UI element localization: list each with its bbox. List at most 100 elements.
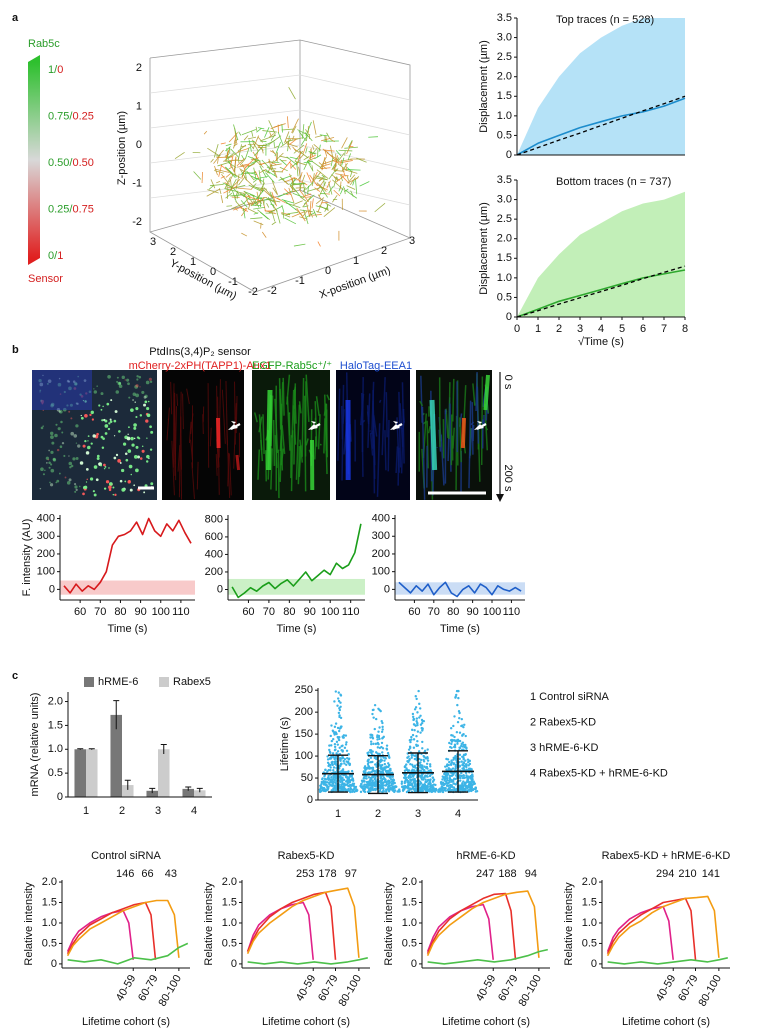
dot — [448, 786, 452, 790]
vesicle — [52, 458, 57, 462]
dot — [460, 772, 463, 775]
track — [241, 129, 257, 136]
track — [315, 205, 329, 210]
vesicle — [92, 490, 96, 493]
dot — [411, 768, 414, 771]
dot — [431, 784, 434, 787]
dot — [469, 777, 472, 780]
dot — [421, 783, 424, 787]
vesicle — [85, 451, 90, 455]
dot — [445, 782, 449, 785]
track — [217, 158, 219, 164]
track — [320, 163, 331, 168]
dot — [455, 693, 458, 697]
dot — [450, 788, 454, 792]
dot — [413, 723, 416, 726]
track — [240, 207, 249, 212]
vesicle — [79, 393, 82, 396]
track — [313, 143, 322, 151]
vesicle — [134, 385, 139, 389]
vesicle — [107, 427, 111, 431]
dot — [413, 783, 417, 787]
x-tick-label: 40-59 — [654, 973, 678, 1003]
trace-line — [67, 942, 189, 965]
vesicle — [75, 402, 78, 405]
dot — [323, 780, 326, 783]
track — [271, 180, 279, 195]
y-tick-label: 200 — [37, 548, 55, 560]
colorbar-tick-label: 0.50/0.50 — [48, 157, 94, 169]
track — [333, 176, 338, 181]
x-tick-label: 3 — [155, 805, 161, 817]
track — [347, 153, 352, 161]
track — [253, 135, 259, 149]
dot — [451, 767, 455, 770]
dot — [337, 699, 341, 703]
y-tick-label: 0 — [307, 794, 313, 806]
dot — [464, 783, 467, 786]
dot — [382, 735, 385, 739]
rab5c-fraction: 0 — [48, 250, 54, 262]
dot — [410, 756, 413, 759]
dot — [411, 765, 415, 768]
dot — [431, 776, 435, 779]
track — [250, 217, 263, 220]
dot — [424, 789, 427, 792]
y-axis-label: Relative intensity — [203, 882, 215, 966]
track — [284, 131, 290, 143]
vesicle — [73, 381, 78, 386]
track — [337, 163, 348, 171]
dot — [367, 771, 371, 775]
vesicle — [104, 432, 108, 435]
dot — [337, 729, 341, 733]
kymo-streak — [384, 430, 387, 471]
dot — [412, 746, 416, 749]
dot — [419, 758, 423, 762]
track — [335, 173, 349, 177]
kymo-streak — [468, 400, 472, 489]
vesicle — [72, 380, 76, 383]
vesicle — [124, 480, 127, 483]
dot — [460, 717, 464, 721]
track — [292, 192, 305, 198]
dot — [373, 703, 377, 707]
arrow-head — [390, 421, 400, 430]
cohort-count: 97 — [345, 868, 357, 880]
vesicle — [57, 382, 62, 387]
vesicle — [40, 426, 44, 430]
sensor-fraction: 0.75 — [72, 203, 93, 215]
kymo-streak — [186, 388, 190, 404]
track — [323, 207, 336, 218]
vesicle — [60, 420, 63, 424]
vesicle — [103, 463, 106, 467]
dot — [415, 719, 418, 723]
vesicle — [146, 406, 150, 411]
x-axis-label: Time (s) — [108, 623, 148, 635]
kymo-streak — [341, 384, 345, 481]
dot — [362, 770, 366, 773]
bar — [74, 749, 86, 797]
dot — [393, 790, 396, 794]
vesicle — [119, 462, 122, 464]
dot — [407, 748, 411, 751]
vesicle — [50, 435, 54, 439]
vesicle — [42, 425, 44, 427]
dot — [415, 697, 418, 701]
dot — [470, 786, 474, 789]
track — [294, 148, 300, 153]
dot — [472, 781, 476, 784]
dot — [324, 768, 327, 771]
track — [248, 184, 261, 192]
track — [290, 160, 300, 169]
track — [244, 172, 247, 179]
vesicle — [93, 390, 97, 394]
vesicle — [147, 400, 150, 403]
dot — [389, 767, 392, 771]
trace-envelope — [517, 191, 685, 317]
dot — [332, 766, 336, 769]
track — [240, 163, 250, 167]
dot — [370, 733, 373, 737]
kymo-streak — [402, 408, 406, 423]
dot — [339, 774, 342, 778]
dot — [385, 771, 389, 774]
